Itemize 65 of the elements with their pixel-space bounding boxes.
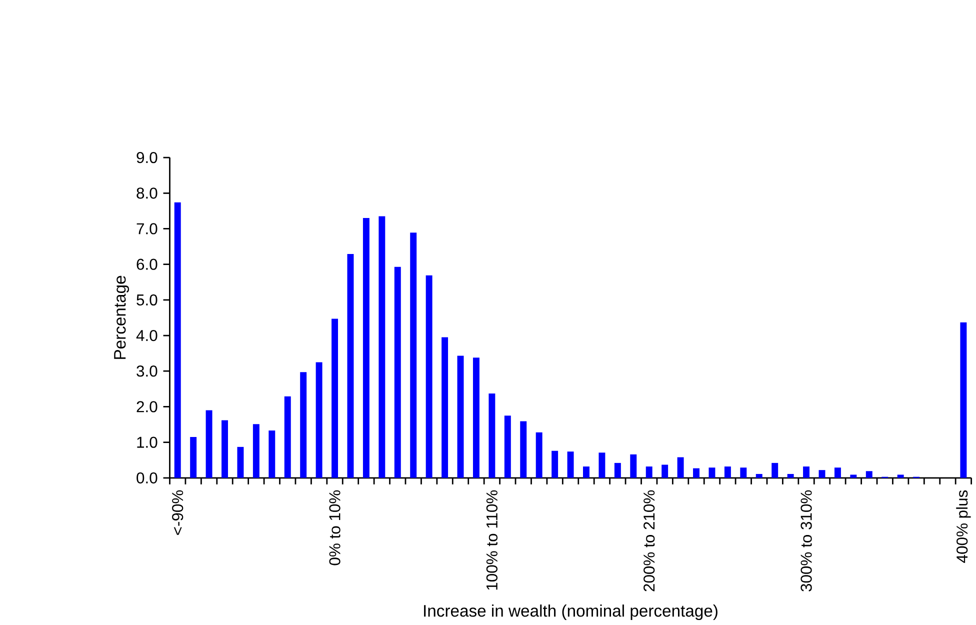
bar [520, 421, 527, 478]
bar [850, 474, 857, 478]
bar [284, 396, 291, 478]
bar [347, 254, 354, 478]
bar [708, 467, 716, 478]
bar [174, 202, 181, 478]
y-tick-label: 1.0 [137, 436, 158, 448]
x-axis-title: Increase in wealth (nominal percentage) [424, 604, 718, 620]
bar [677, 457, 684, 478]
y-tick-label: 6.0 [136, 258, 158, 270]
bar [394, 266, 401, 478]
bar [834, 467, 841, 478]
bar [960, 322, 967, 478]
y-tick-label: 0.0 [136, 472, 158, 484]
bar [897, 474, 904, 478]
bar [818, 470, 826, 478]
bar [252, 424, 260, 478]
y-tick-label: 4.0 [136, 330, 158, 341]
x-tick-label: 200% to 210% [644, 490, 655, 592]
bar [457, 356, 464, 478]
y-tick-label: 9.0 [136, 152, 158, 163]
bar [598, 452, 606, 478]
bar [332, 318, 338, 478]
bar [378, 216, 386, 478]
x-tick-label: 100% to 110% [486, 490, 498, 590]
bar [803, 466, 810, 478]
y-tick-label: 2.0 [136, 400, 158, 412]
bar [724, 466, 731, 478]
bar [488, 393, 496, 478]
bar [190, 436, 197, 478]
bar [410, 232, 417, 478]
bar [442, 337, 448, 478]
bar [237, 446, 244, 478]
x-tick-label: 400% plus [956, 490, 971, 563]
bar [316, 362, 322, 478]
bar [866, 470, 872, 478]
bar [362, 218, 370, 478]
x-tick-label: 300% to 310% [800, 490, 812, 592]
y-axis-title: Percentage [114, 276, 130, 359]
bar [646, 466, 652, 478]
bar [787, 474, 794, 478]
y-tick-label: 7.0 [136, 223, 158, 234]
bar [614, 462, 621, 478]
bar [552, 450, 558, 478]
bar [222, 420, 228, 478]
bar [583, 466, 590, 478]
bar [740, 467, 747, 478]
bar [693, 468, 700, 478]
y-tick-label: 3.0 [136, 365, 158, 377]
bar [630, 454, 637, 478]
bar [567, 451, 574, 478]
bar [756, 474, 762, 478]
bar [772, 462, 778, 478]
x-tick-label: 0% to 10% [329, 490, 340, 566]
bar [662, 464, 668, 478]
bar [300, 372, 307, 478]
x-tick-label: <-90% [172, 490, 184, 535]
bar [268, 430, 276, 478]
bar [206, 410, 212, 478]
y-tick-label: 5.0 [136, 294, 158, 306]
y-tick-label: 8.0 [136, 187, 158, 199]
bar [536, 432, 542, 478]
bar [504, 415, 511, 478]
bar [472, 357, 480, 478]
bar [426, 275, 432, 478]
